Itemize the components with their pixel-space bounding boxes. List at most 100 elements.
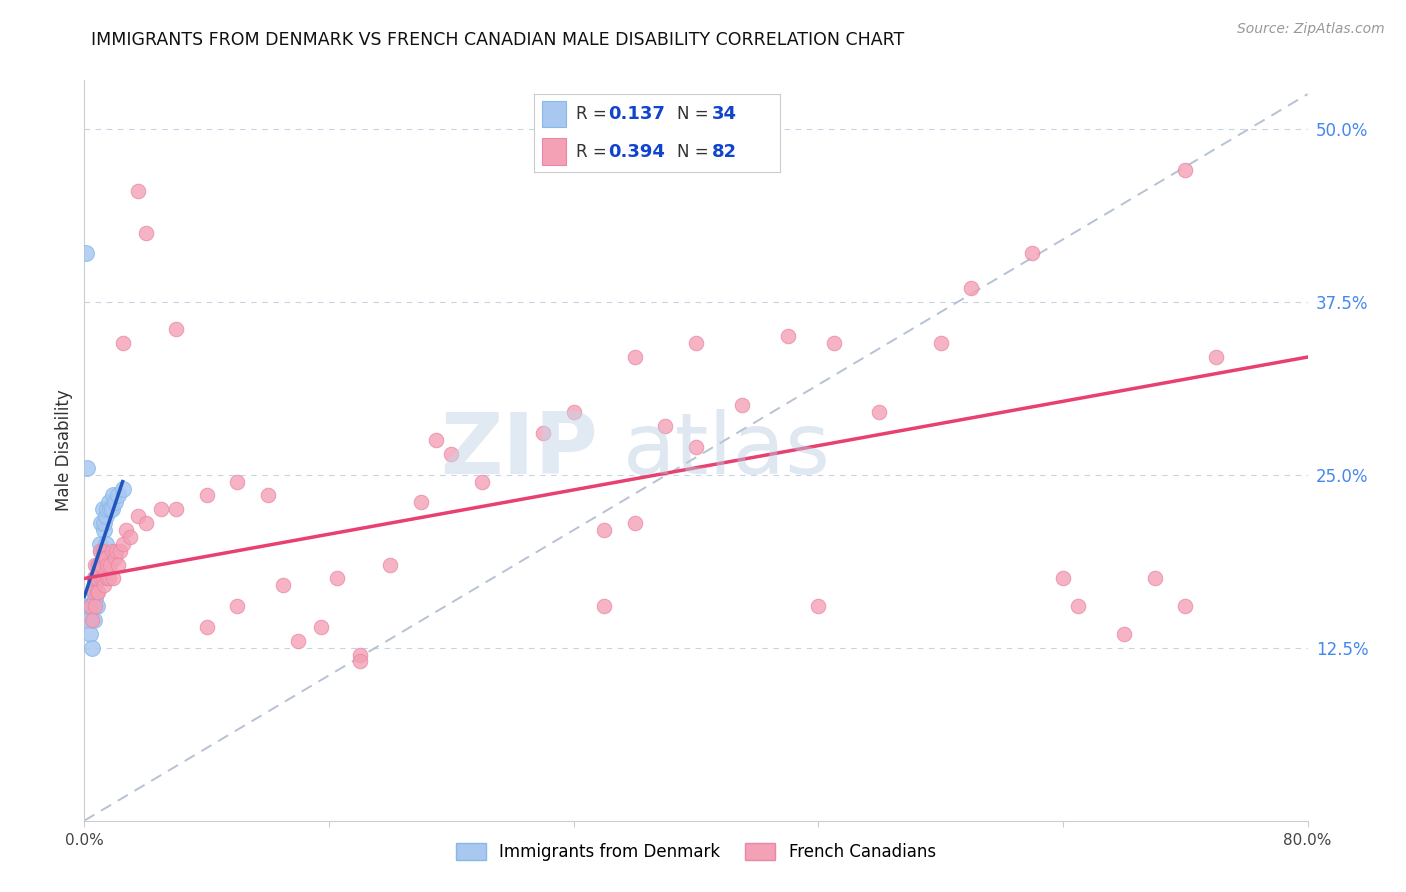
Point xyxy=(97,572,120,586)
Text: 0.394: 0.394 xyxy=(607,143,665,161)
Point xyxy=(1205,350,1227,364)
Point xyxy=(624,516,647,530)
Point xyxy=(471,475,494,489)
Point xyxy=(90,558,112,572)
Point xyxy=(90,543,112,558)
Point xyxy=(111,482,134,496)
Point xyxy=(91,543,114,558)
Point xyxy=(84,599,107,614)
Point xyxy=(135,226,157,240)
Point xyxy=(76,599,98,614)
Text: Source: ZipAtlas.com: Source: ZipAtlas.com xyxy=(1237,22,1385,37)
Point xyxy=(87,558,110,572)
Point xyxy=(104,495,127,509)
Point xyxy=(1052,572,1074,586)
Point xyxy=(425,433,447,447)
Point xyxy=(86,572,108,586)
Point xyxy=(531,426,554,441)
Point xyxy=(165,322,187,336)
Point xyxy=(91,502,114,516)
Text: 82: 82 xyxy=(711,143,737,161)
Point xyxy=(409,495,432,509)
Point xyxy=(89,537,111,551)
Point xyxy=(105,543,128,558)
Point xyxy=(76,460,98,475)
Point xyxy=(83,585,105,599)
Text: R =: R = xyxy=(576,143,612,161)
Point xyxy=(127,509,149,524)
Text: ZIP: ZIP xyxy=(440,409,598,492)
Point xyxy=(93,516,115,530)
Point xyxy=(654,419,676,434)
Point xyxy=(149,502,172,516)
Point xyxy=(165,502,187,516)
Point xyxy=(80,599,103,614)
Point xyxy=(960,281,983,295)
Point xyxy=(79,599,101,614)
Point xyxy=(94,565,117,579)
Point xyxy=(287,633,309,648)
Point xyxy=(929,336,952,351)
Text: 0.137: 0.137 xyxy=(607,105,665,123)
Point xyxy=(120,530,142,544)
Point xyxy=(1067,599,1090,614)
Point xyxy=(93,523,115,537)
Point xyxy=(226,599,249,614)
Point xyxy=(89,565,111,579)
Text: N =: N = xyxy=(678,105,714,123)
Point xyxy=(440,447,463,461)
Point xyxy=(96,502,118,516)
Point xyxy=(1174,163,1197,178)
Text: 34: 34 xyxy=(711,105,737,123)
Point xyxy=(103,572,125,586)
Point xyxy=(226,475,249,489)
Point xyxy=(79,599,101,614)
Bar xyxy=(541,138,567,165)
Point xyxy=(685,440,707,454)
Point xyxy=(1021,246,1043,260)
Point xyxy=(79,627,101,641)
Point xyxy=(195,488,218,502)
Point xyxy=(195,620,218,634)
Point xyxy=(107,558,129,572)
Point xyxy=(311,620,333,634)
Point xyxy=(94,509,117,524)
Point xyxy=(135,516,157,530)
Point xyxy=(80,640,103,655)
Point xyxy=(349,648,371,662)
Point xyxy=(89,543,111,558)
Point xyxy=(86,585,108,599)
Point xyxy=(823,336,845,351)
Point xyxy=(93,578,115,592)
Point xyxy=(94,537,117,551)
Point xyxy=(624,350,647,364)
Point xyxy=(104,550,127,565)
Point xyxy=(84,592,107,607)
Point xyxy=(562,405,585,419)
Point xyxy=(111,336,134,351)
Point xyxy=(87,585,110,599)
Point xyxy=(325,572,347,586)
Point xyxy=(593,523,616,537)
Point xyxy=(94,550,117,565)
Point xyxy=(98,502,121,516)
Point xyxy=(80,613,103,627)
Point xyxy=(103,488,125,502)
Point xyxy=(84,572,107,586)
Bar xyxy=(541,101,567,128)
Point xyxy=(869,405,891,419)
Point xyxy=(83,585,105,599)
Point xyxy=(91,543,114,558)
Point xyxy=(91,572,114,586)
Point xyxy=(101,543,124,558)
Point xyxy=(1114,627,1136,641)
Point xyxy=(108,543,131,558)
Point xyxy=(96,558,118,572)
Point xyxy=(90,516,112,530)
Point xyxy=(114,523,136,537)
Point xyxy=(101,502,124,516)
Point xyxy=(93,550,115,565)
Point xyxy=(257,488,280,502)
Point xyxy=(96,572,118,586)
Point xyxy=(380,558,402,572)
